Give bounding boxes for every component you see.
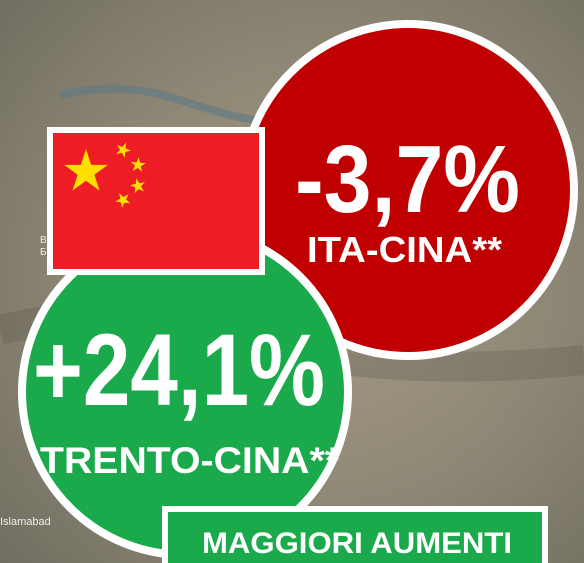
- infographic: Bišk Бишк Islamabad -3,7% ITA-CINA** +24…: [0, 0, 584, 563]
- page: {"map_labels": ["Bišk", "Бишк", "Islamab…: [0, 0, 584, 563]
- map-label: Islamabad: [0, 516, 51, 528]
- stat-value: -3,7%: [295, 126, 520, 233]
- stat-label: ITA-CINA**: [307, 229, 502, 270]
- badge-text: MAGGIORI AUMENTI: [202, 527, 512, 560]
- stat-value: +24,1%: [33, 313, 325, 427]
- stat-label: TRENTO-CINA**: [40, 440, 341, 481]
- china-flag: [50, 130, 262, 272]
